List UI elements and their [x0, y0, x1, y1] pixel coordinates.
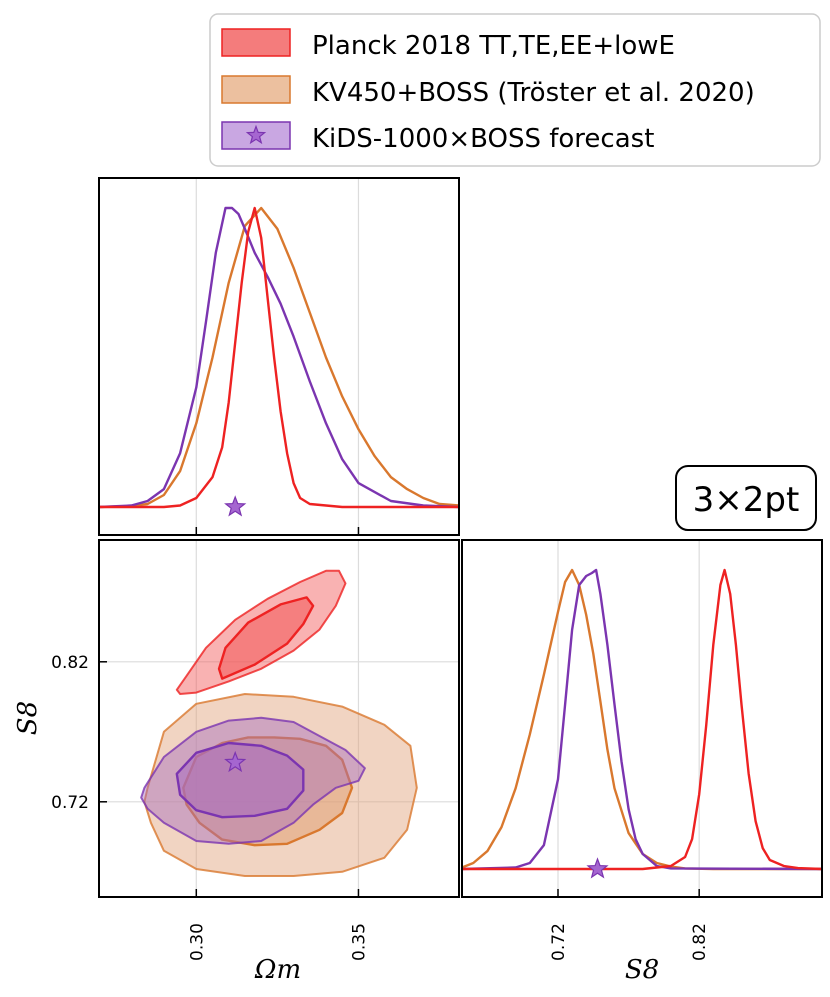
legend-swatch-planck — [221, 28, 291, 57]
annotation-badge: 3×2pt — [675, 465, 817, 531]
legend-label-kv450: KV450+BOSS (Tröster et al. 2020) — [312, 78, 755, 108]
s8-pdf-line-0 — [462, 568, 823, 871]
forecast-star-joint — [224, 750, 247, 773]
tick-label-s8-x-1: 0.82 — [690, 923, 710, 961]
y-axis-label-s8: S8 — [13, 701, 43, 735]
contour-68-2 — [175, 741, 305, 819]
tick-label-s8-y-1: 0.82 — [51, 653, 89, 673]
forecast-star-omega-m — [224, 495, 247, 517]
tick-label-s8-x-0: 0.72 — [549, 923, 569, 961]
panel-frame-top — [98, 177, 460, 536]
star-icon — [245, 124, 267, 145]
panel-frame-right — [461, 539, 823, 898]
omega-m-pdf-line-0 — [99, 206, 459, 509]
s8-marginal-panel: 0.72 0.82 — [461, 539, 823, 961]
tick-label-s8-y-0: 0.72 — [51, 793, 89, 813]
panel-frame-joint — [98, 539, 460, 898]
legend-label-kids: KiDS-1000×BOSS forecast — [312, 124, 654, 154]
legend-swatch-kv450 — [221, 75, 291, 104]
x-axis-label-omega-m: Ωm — [254, 955, 301, 985]
legend-label-planck: Planck 2018 TT,TE,EE+lowE — [312, 31, 675, 61]
annotation-text: 3×2pt — [693, 480, 800, 520]
tick-label-omega-m-0: 0.30 — [187, 923, 207, 961]
legend-frame — [209, 13, 821, 167]
omega-m-s8-joint-panel: 0.30 0.35 0.72 0.82 — [51, 539, 460, 961]
omega-m-marginal-panel — [98, 177, 460, 536]
s8-pdf-line-2 — [461, 568, 823, 871]
annotation-frame — [675, 465, 817, 531]
x-axis-label-s8: S8 — [625, 955, 659, 985]
tick-label-omega-m-1: 0.35 — [349, 923, 369, 961]
legend: Planck 2018 TT,TE,EE+lowE KV450+BOSS (Tr… — [209, 13, 821, 167]
s8-pdf-line-1 — [461, 568, 822, 871]
contour-68-0 — [217, 596, 315, 680]
omega-m-pdf-line-2 — [98, 206, 460, 509]
omega-m-pdf-line-1 — [98, 206, 460, 509]
legend-star-marker — [245, 124, 267, 145]
forecast-star-s8 — [586, 857, 609, 879]
